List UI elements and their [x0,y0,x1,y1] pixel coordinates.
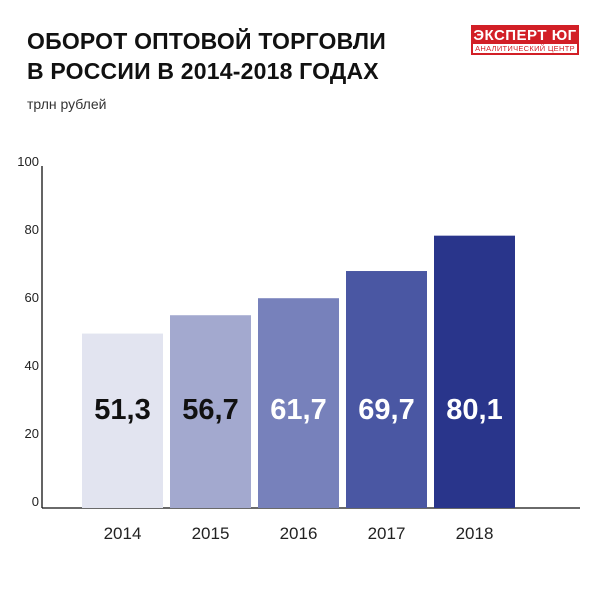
y-tick-label: 60 [25,290,39,305]
bar [346,271,427,508]
logo-name: ЭКСПЕРТ ЮГ [473,27,577,44]
bar [82,333,163,508]
bar [170,315,251,508]
bar-value-label: 80,1 [446,394,502,426]
chart-title: ОБОРОТ ОПТОВОЙ ТОРГОВЛИ В РОССИИ В 2014-… [27,26,386,86]
x-tick-label: 2015 [192,524,230,543]
y-tick-label: 20 [25,426,39,441]
bar-value-label: 69,7 [358,394,414,426]
x-tick-label: 2018 [456,524,494,543]
bar [434,235,515,508]
unit-label: трлн рублей [27,96,107,112]
chart-labels: 51,3 2014 56,7 2015 61,7 2016 69,7 2017 80,1 2018 [94,394,502,543]
x-tick-label: 2016 [280,524,318,543]
y-tick-label: 100 [17,154,39,169]
bar [258,298,339,508]
bar-value-label: 56,7 [182,394,238,426]
bar-value-label: 51,3 [94,394,150,426]
y-tick-label: 0 [32,494,39,509]
x-tick-label: 2017 [368,524,406,543]
expert-yug-logo: ЭКСПЕРТ ЮГ АНАЛИТИЧЕСКИЙ ЦЕНТР [471,25,579,55]
logo-subtitle: АНАЛИТИЧЕСКИЙ ЦЕНТР [473,44,577,53]
chart-bars [82,235,515,508]
y-tick-label: 40 [25,358,39,373]
y-tick-label: 80 [25,222,39,237]
chart-title-line2: В РОССИИ В 2014-2018 ГОДАХ [27,58,379,84]
bar-value-label: 61,7 [270,394,326,426]
chart-title-line1: ОБОРОТ ОПТОВОЙ ТОРГОВЛИ [27,28,386,54]
x-tick-label: 2014 [104,524,142,543]
